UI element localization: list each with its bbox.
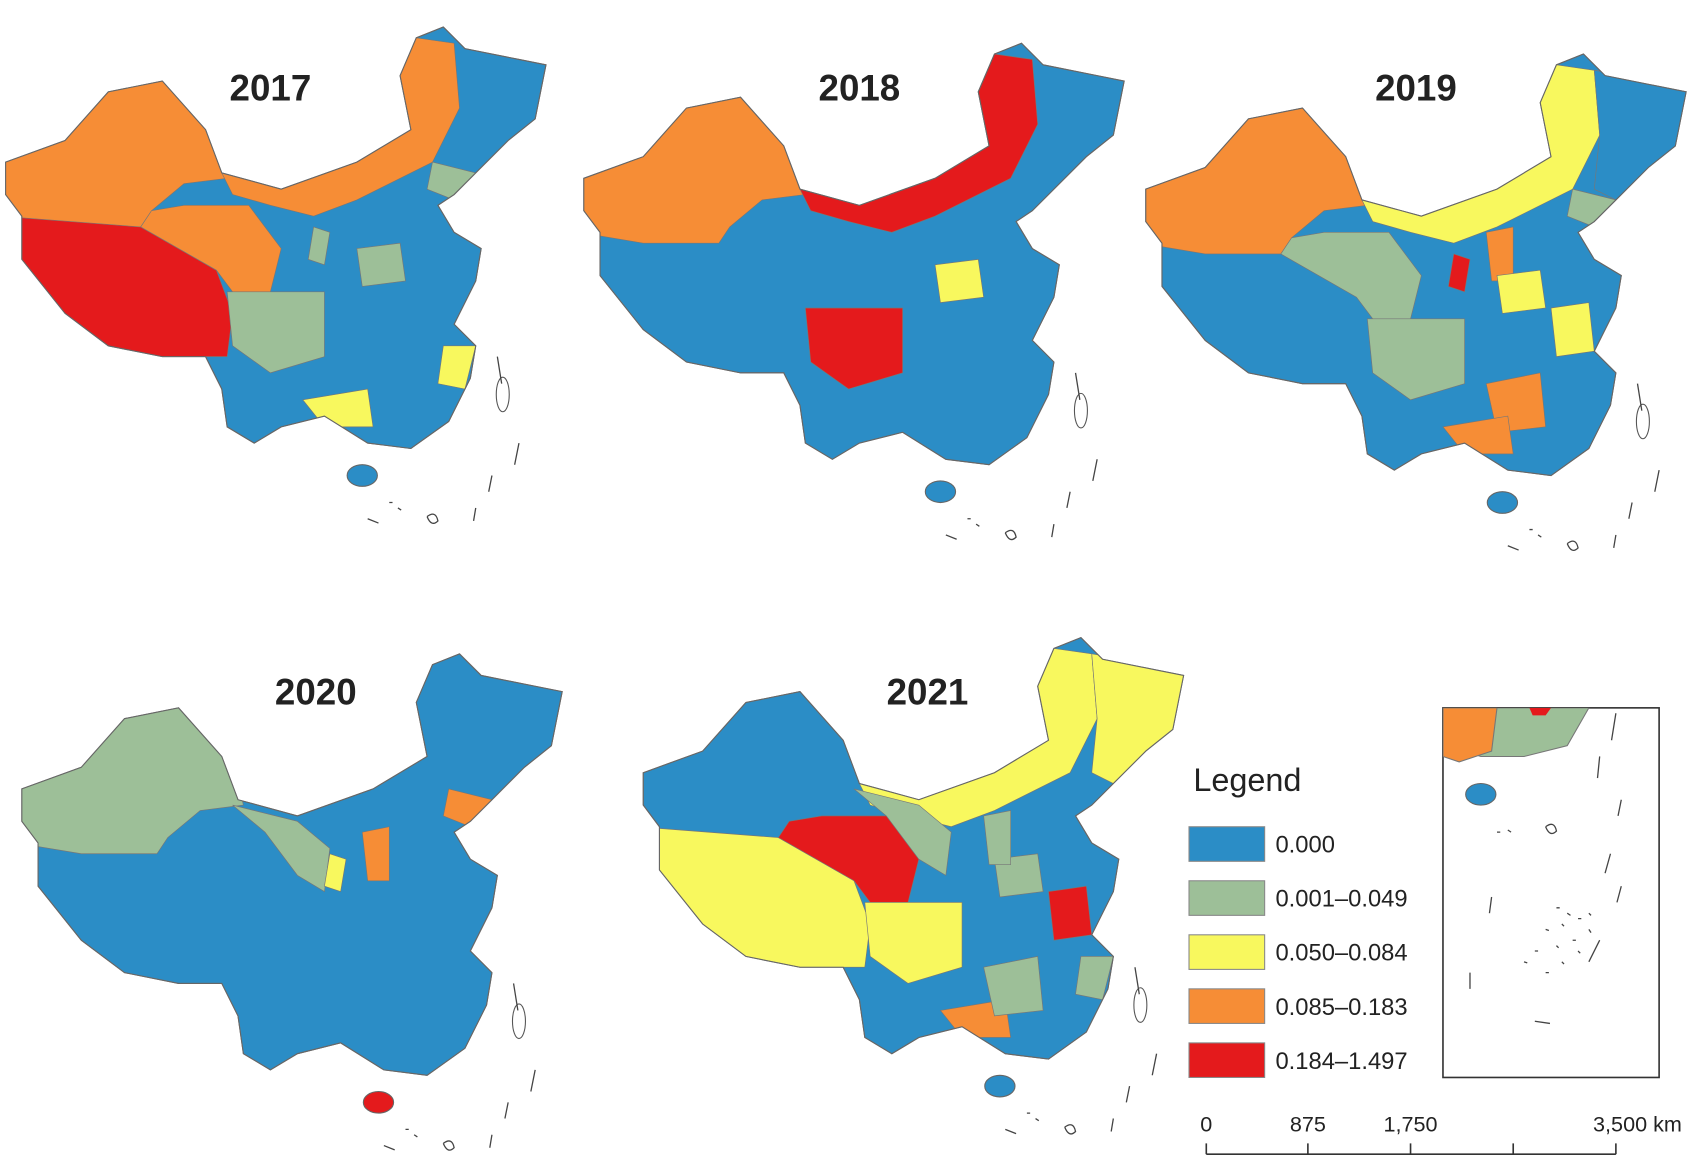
china-map: [21, 653, 563, 1151]
province: [1048, 885, 1093, 941]
province: [983, 956, 1044, 1017]
province: [437, 345, 477, 390]
taiwan: [495, 376, 510, 413]
regions: [643, 648, 1184, 1038]
map-title: 2020: [275, 672, 357, 713]
map-title: 2019: [1375, 68, 1457, 109]
province: [1550, 302, 1595, 358]
taiwan: [1635, 403, 1650, 440]
china-map: [642, 636, 1185, 1135]
legend: Legend 0.000 0.001–0.049 0.050–0.084 0.085–…: [1188, 762, 1408, 1079]
province: [232, 804, 331, 893]
province: [361, 826, 390, 882]
legend-label: 0.050–0.084: [1275, 940, 1407, 967]
map-title: 2021: [887, 672, 969, 713]
legend-label: 0.000: [1275, 832, 1334, 859]
province: [1280, 232, 1422, 320]
hainan: [362, 1090, 395, 1114]
country-outline: [5, 26, 547, 450]
legend-swatch: [1188, 1042, 1266, 1079]
country-outline: [1145, 53, 1687, 477]
inset-land: [1529, 707, 1552, 716]
map-title: 2018: [819, 68, 901, 109]
hainan: [984, 1074, 1016, 1098]
hainan: [346, 464, 378, 487]
province: [140, 205, 282, 293]
regions: [21, 702, 493, 893]
inset-island: [1465, 782, 1497, 806]
province: [356, 242, 406, 287]
regions: [583, 53, 1039, 390]
legend-swatch: [1188, 988, 1266, 1024]
taiwan: [1073, 392, 1088, 429]
legend-swatch: [1188, 826, 1266, 862]
taiwan: [1133, 987, 1148, 1023]
hainan: [1486, 491, 1519, 514]
province: [1075, 956, 1114, 1001]
scale-label: 1,750: [1384, 1111, 1438, 1136]
scale-label: 0: [1200, 1111, 1212, 1136]
maps: [5, 26, 1687, 1151]
country-outline: [583, 42, 1125, 466]
legend-label: 0.085–0.183: [1275, 994, 1407, 1021]
scale-bar: 0 875 1,750 3,500 km: [1200, 1111, 1682, 1156]
map-title: 2017: [230, 68, 312, 109]
china-map: [583, 42, 1125, 541]
province: [934, 259, 985, 303]
legend-swatch: [1188, 934, 1266, 970]
province: [307, 226, 331, 266]
taiwan: [511, 1003, 526, 1040]
province: [804, 307, 903, 390]
scale-label: 3,500 km: [1593, 1111, 1682, 1136]
country-outline: [21, 653, 563, 1076]
province: [226, 291, 325, 374]
scale-label: 875: [1290, 1111, 1326, 1136]
china-map: [1145, 53, 1687, 551]
inset-land: [1442, 707, 1498, 763]
country-outline: [642, 636, 1185, 1060]
province: [1496, 269, 1547, 314]
province: [853, 788, 952, 876]
islands: [945, 372, 1098, 541]
province: [1366, 318, 1465, 401]
province: [864, 902, 963, 984]
province: [324, 853, 347, 893]
islands: [367, 356, 520, 524]
province: [983, 810, 1012, 865]
islands: [1005, 967, 1158, 1135]
hainan: [924, 480, 957, 504]
regions: [5, 37, 477, 428]
islands: [1507, 383, 1660, 551]
legend-title: Legend: [1193, 762, 1301, 798]
islands: [383, 983, 536, 1151]
legend-label: 0.001–0.049: [1275, 886, 1407, 913]
legend-swatch: [1188, 880, 1266, 916]
inset-map: [1442, 707, 1660, 1079]
china-map: [5, 26, 547, 524]
legend-label: 0.184–1.497: [1275, 1048, 1407, 1075]
regions: [1145, 64, 1687, 455]
province: [1448, 253, 1471, 293]
